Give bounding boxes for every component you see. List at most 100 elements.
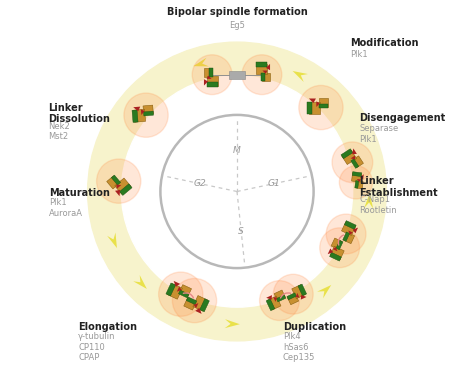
Polygon shape xyxy=(144,111,154,116)
Polygon shape xyxy=(207,75,218,85)
Polygon shape xyxy=(345,221,356,229)
Circle shape xyxy=(326,214,366,254)
Text: Duplication: Duplication xyxy=(283,322,346,332)
Polygon shape xyxy=(364,193,373,208)
Polygon shape xyxy=(309,98,316,103)
Text: γ-tubulin
CP110
CPAP: γ-tubulin CP110 CPAP xyxy=(78,332,116,362)
Polygon shape xyxy=(331,238,342,249)
Circle shape xyxy=(160,115,314,268)
Polygon shape xyxy=(316,101,320,107)
Polygon shape xyxy=(267,296,281,310)
Polygon shape xyxy=(328,249,333,254)
Polygon shape xyxy=(167,283,182,299)
Polygon shape xyxy=(200,299,210,312)
Polygon shape xyxy=(357,179,361,182)
Polygon shape xyxy=(292,285,305,299)
Text: Plk1
AuroraA: Plk1 AuroraA xyxy=(49,198,83,218)
Polygon shape xyxy=(330,246,344,260)
Polygon shape xyxy=(134,109,146,122)
Circle shape xyxy=(159,272,203,316)
Polygon shape xyxy=(207,75,211,79)
Polygon shape xyxy=(352,156,364,168)
Text: Linker
Establishment: Linker Establishment xyxy=(360,176,438,198)
Polygon shape xyxy=(193,296,208,311)
Polygon shape xyxy=(336,241,343,250)
Polygon shape xyxy=(143,105,154,115)
Polygon shape xyxy=(341,149,353,159)
Text: Disengagement: Disengagement xyxy=(360,113,446,123)
Polygon shape xyxy=(353,228,358,233)
Polygon shape xyxy=(344,232,355,244)
Text: G1: G1 xyxy=(267,179,280,188)
Polygon shape xyxy=(342,222,356,236)
Polygon shape xyxy=(115,190,120,196)
Polygon shape xyxy=(276,295,286,302)
Circle shape xyxy=(299,85,343,130)
Circle shape xyxy=(173,278,217,323)
Polygon shape xyxy=(116,185,121,189)
Polygon shape xyxy=(352,149,357,154)
Polygon shape xyxy=(307,101,312,114)
Polygon shape xyxy=(348,231,353,235)
Polygon shape xyxy=(193,58,209,66)
Polygon shape xyxy=(204,79,208,85)
Polygon shape xyxy=(204,68,211,77)
Polygon shape xyxy=(301,295,307,300)
Polygon shape xyxy=(263,70,267,74)
Text: Separase
Plk1: Separase Plk1 xyxy=(360,124,399,144)
Polygon shape xyxy=(342,150,356,165)
Circle shape xyxy=(260,281,300,321)
Polygon shape xyxy=(256,64,267,74)
Polygon shape xyxy=(355,181,359,188)
Polygon shape xyxy=(132,110,138,123)
Polygon shape xyxy=(186,297,197,304)
Polygon shape xyxy=(296,293,300,298)
Polygon shape xyxy=(107,232,117,248)
Text: G2: G2 xyxy=(194,179,207,188)
Text: C-Nap1
Rootletin: C-Nap1 Rootletin xyxy=(360,195,397,215)
Text: Linker
Dissolution: Linker Dissolution xyxy=(48,103,110,124)
Polygon shape xyxy=(329,252,341,261)
Polygon shape xyxy=(256,62,267,67)
Circle shape xyxy=(320,228,360,268)
Text: Elongation: Elongation xyxy=(78,322,137,332)
Polygon shape xyxy=(111,175,120,185)
Polygon shape xyxy=(184,298,196,310)
Circle shape xyxy=(339,166,373,199)
Text: Eg5: Eg5 xyxy=(229,21,245,30)
Polygon shape xyxy=(141,110,145,115)
Polygon shape xyxy=(209,68,213,77)
Polygon shape xyxy=(351,159,359,169)
Polygon shape xyxy=(266,64,270,70)
Polygon shape xyxy=(352,172,362,177)
Polygon shape xyxy=(287,293,296,300)
Polygon shape xyxy=(228,71,246,79)
Polygon shape xyxy=(333,247,337,251)
Circle shape xyxy=(273,274,313,314)
Text: M: M xyxy=(233,146,241,155)
Polygon shape xyxy=(119,184,132,195)
Polygon shape xyxy=(351,155,355,159)
Circle shape xyxy=(97,159,141,203)
Text: Plk1: Plk1 xyxy=(350,50,368,59)
Polygon shape xyxy=(343,232,350,241)
Text: Nek2
Mst2: Nek2 Mst2 xyxy=(48,122,70,141)
Text: Plk4
hSas6
Cep135: Plk4 hSas6 Cep135 xyxy=(283,332,315,362)
Polygon shape xyxy=(273,297,277,302)
Circle shape xyxy=(242,55,282,95)
Circle shape xyxy=(124,93,168,137)
Polygon shape xyxy=(179,285,191,297)
Polygon shape xyxy=(317,285,331,298)
Polygon shape xyxy=(133,275,147,289)
Text: Bipolar spindle formation: Bipolar spindle formation xyxy=(167,7,307,17)
Polygon shape xyxy=(115,178,131,194)
Polygon shape xyxy=(319,104,328,108)
Circle shape xyxy=(332,142,373,183)
Polygon shape xyxy=(263,73,270,81)
Text: Maturation: Maturation xyxy=(49,188,110,198)
Text: Modification: Modification xyxy=(350,38,419,48)
Polygon shape xyxy=(309,101,320,114)
Polygon shape xyxy=(107,176,119,189)
Polygon shape xyxy=(194,303,199,308)
Polygon shape xyxy=(298,284,307,296)
